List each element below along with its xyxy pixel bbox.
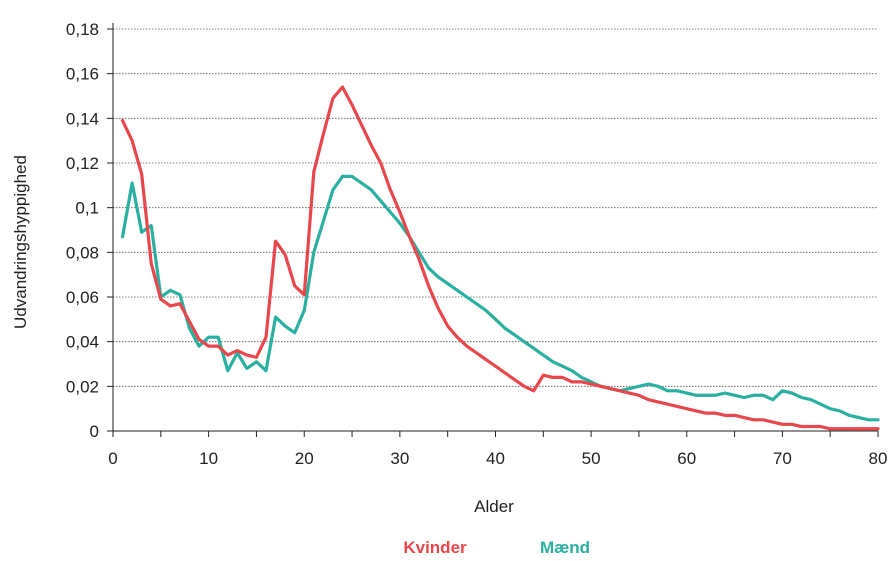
y-tick-label: 0,12 [66,154,99,173]
x-tick-label: 30 [390,449,409,468]
x-tick-labels: 0 10 20 30 40 50 60 70 80 [108,449,887,468]
y-tick-label: 0,08 [66,243,99,262]
y-tick-label: 0,06 [66,288,99,307]
y-tick-label: 0,04 [66,333,99,352]
x-tick-label: 80 [869,449,888,468]
x-tick-label: 60 [677,449,696,468]
y-tick-label: 0,02 [66,377,99,396]
legend-item-kvinder: Kvinder [403,538,467,557]
series-line-kvinder [120,85,880,431]
series-lines [120,85,880,431]
x-tick-label: 0 [108,449,117,468]
x-tick-label: 10 [199,449,218,468]
legend: Kvinder Mænd [403,538,590,557]
gridlines [113,28,878,387]
x-tick-label: 50 [582,449,601,468]
axes [107,23,879,437]
y-tick-labels: 0 0,02 0,04 0,06 0,08 0,1 0,12 0,14 0,16 0,18 [66,20,99,441]
y-tick-label: 0,14 [66,109,99,128]
series-line-maend [120,174,880,422]
y-tick-label: 0 [90,422,99,441]
x-tick-label: 40 [486,449,505,468]
y-tick-label: 0,1 [75,199,99,218]
x-axis-title: Alder [474,497,514,516]
x-tick-label: 20 [295,449,314,468]
y-tick-label: 0,18 [66,20,99,39]
legend-item-maend: Mænd [540,538,590,557]
x-tick-label: 70 [773,449,792,468]
y-axis-title: Udvandringshyppighed [11,155,30,329]
y-tick-label: 0,16 [66,65,99,84]
